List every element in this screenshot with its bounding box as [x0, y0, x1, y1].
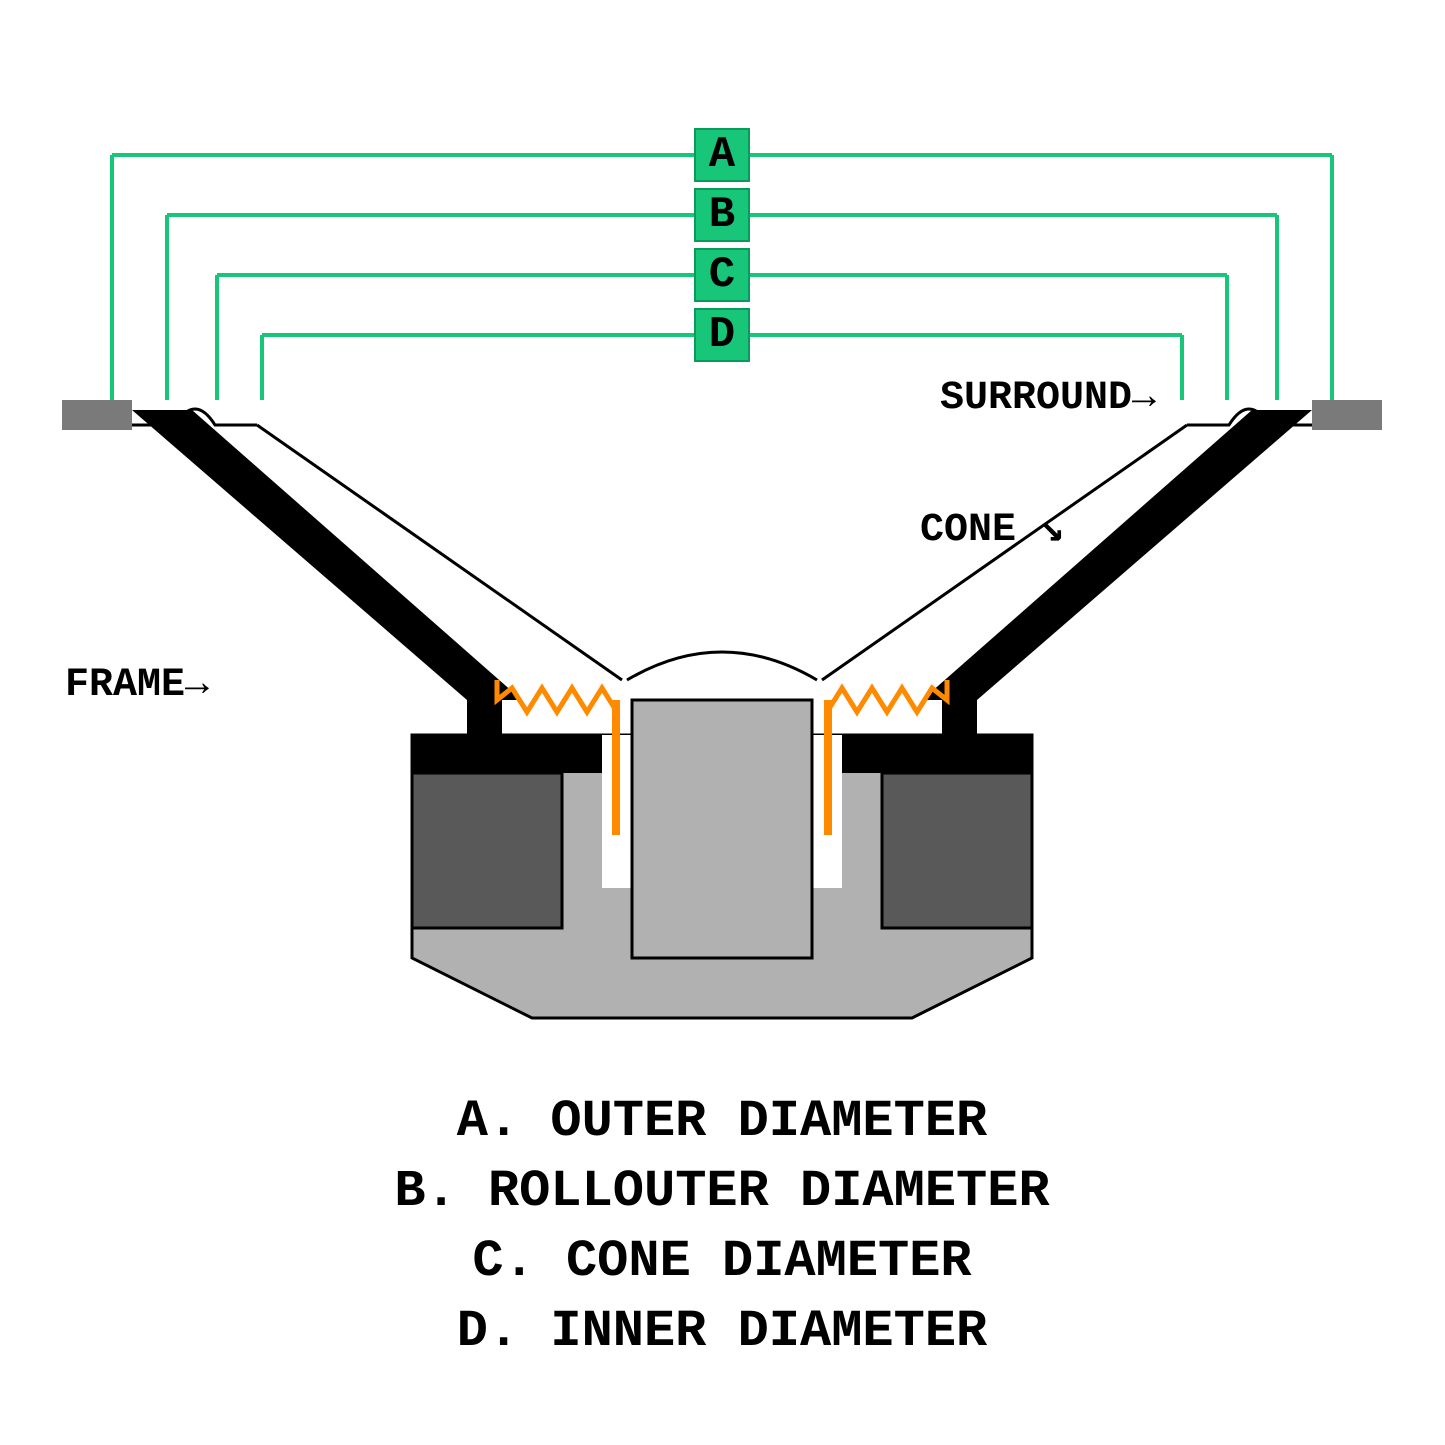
legend-line-0: A. OUTER DIAMETER — [457, 1092, 988, 1151]
legend-line-2: C. CONE DIAMETER — [472, 1232, 972, 1291]
frame-shelf-right — [942, 700, 977, 735]
dim-A-letter: A — [709, 130, 736, 180]
top-plate-right — [842, 735, 1032, 773]
speaker-diagram: ABCD FRAME→ CONE ↘ SURROUND→ A. OUTER DIAMET… — [0, 0, 1445, 1445]
label-surround: SURROUND→ — [940, 376, 1156, 421]
dim-C-letter: C — [709, 250, 735, 300]
legend-line-1: B. ROLLOUTER DIAMETER — [394, 1162, 1050, 1221]
magnet-left — [412, 773, 562, 928]
label-cone: CONE ↘ — [920, 508, 1064, 553]
pole-piece — [632, 700, 812, 958]
magnet-right — [882, 773, 1032, 928]
gasket-right — [1312, 400, 1382, 430]
dim-B-letter: B — [709, 190, 735, 240]
label-frame: FRAME→ — [65, 663, 209, 708]
voice-coil-left — [612, 700, 620, 835]
voice-coil-right — [824, 700, 832, 835]
frame-shelf-left — [467, 700, 502, 735]
gasket-left — [62, 400, 132, 430]
legend-line-3: D. INNER DIAMETER — [457, 1302, 988, 1361]
dim-D-letter: D — [709, 310, 735, 360]
top-plate-left — [412, 735, 602, 773]
